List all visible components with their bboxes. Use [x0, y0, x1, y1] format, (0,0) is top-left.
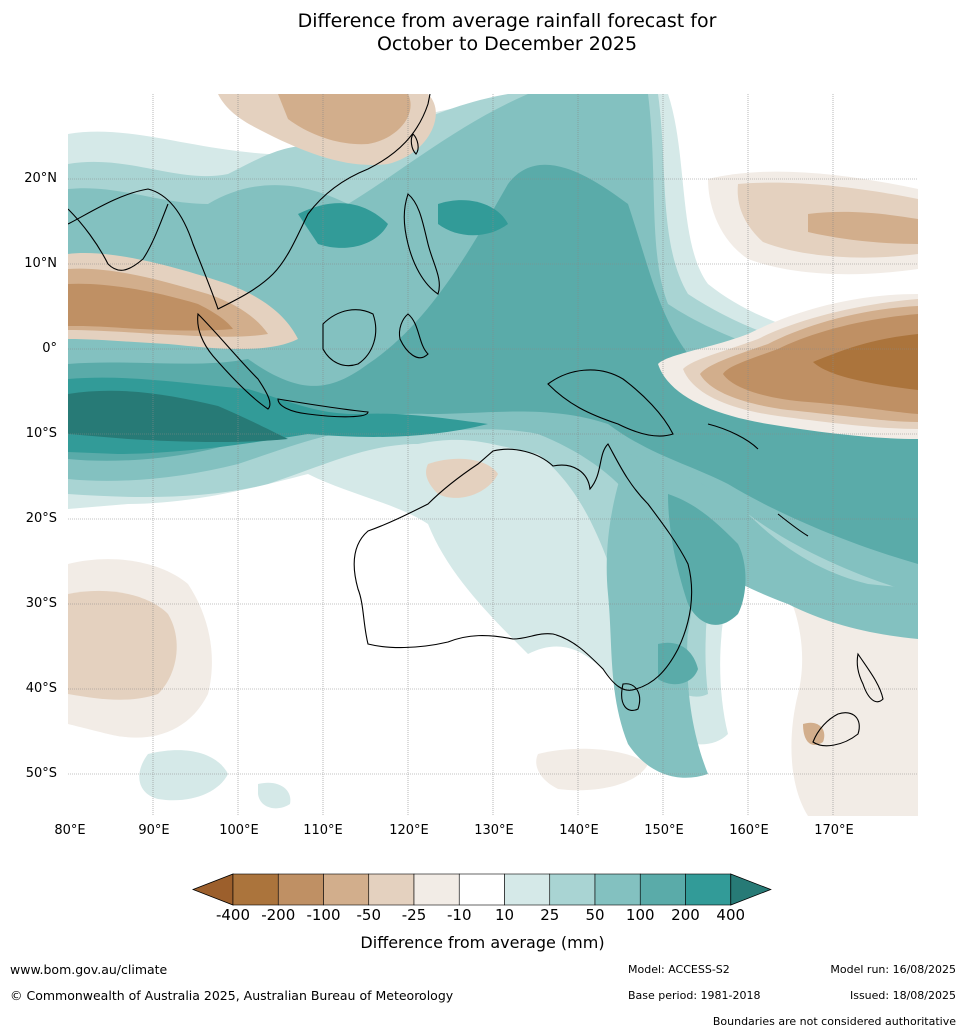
dry-nz-small — [803, 722, 825, 745]
colorbar-swatch — [232, 873, 279, 906]
dry-nw-australia — [426, 458, 498, 498]
website-link[interactable]: www.bom.gov.au/climate — [10, 962, 168, 977]
lon-label-150e: 150°E — [644, 823, 684, 838]
colorbar-swatch — [504, 873, 551, 906]
taiwan-coast — [410, 133, 419, 155]
wet-east-australia-100 — [668, 494, 746, 625]
wet-victoria-100 — [658, 642, 698, 685]
rainfall-map — [68, 94, 918, 816]
dry-china-50 — [278, 94, 411, 145]
colorbar-swatch — [639, 873, 686, 906]
colorbar-title: Difference from average (mm) — [360, 933, 605, 952]
lon-label-110e: 110°E — [303, 823, 343, 838]
new-zealand-south-coast — [812, 712, 860, 747]
dry-indian-north-100 — [68, 283, 233, 331]
lat-label-50s: 50°S — [25, 766, 57, 781]
colorbar-tick-label: -50 — [356, 906, 382, 924]
wet-south-patch-2 — [258, 782, 291, 809]
colorbar-swatch — [685, 873, 732, 906]
colorbar-tick-label: -200 — [261, 906, 296, 924]
lon-label-120e: 120°E — [389, 823, 429, 838]
new-zealand-coast — [856, 652, 884, 703]
lon-label-130e: 130°E — [474, 823, 514, 838]
new-guinea-coast — [547, 369, 674, 437]
map-svg — [68, 94, 918, 816]
colorbar-tick-label: 25 — [540, 906, 560, 924]
sumatra-coast — [197, 312, 271, 410]
colorbar-swatch — [458, 873, 505, 906]
colorbar-extend-low — [192, 873, 234, 906]
lon-label-140e: 140°E — [559, 823, 599, 838]
colorbar — [192, 873, 772, 906]
wet-region-core-400 — [68, 390, 288, 443]
colorbar-swatch — [323, 873, 370, 906]
wet-region-north-200 — [298, 203, 388, 248]
map-title: Difference from average rainfall forecas… — [0, 10, 965, 56]
colorbar-tick-label: -10 — [447, 906, 472, 924]
colorbar-tick-label: -25 — [401, 906, 427, 924]
colorbar-swatch — [549, 873, 596, 906]
colorbar-tick-label: -400 — [215, 906, 251, 924]
lat-label-20n: 20°N — [24, 171, 57, 186]
dry-pacific-200 — [813, 334, 918, 390]
solomon-islands-coast — [707, 423, 759, 450]
colorbar-swatch — [594, 873, 641, 906]
tasmania-coast — [621, 683, 641, 711]
colorbar-swatch — [368, 873, 415, 906]
colorbar-tick-label: 400 — [716, 906, 746, 924]
model-name: Model: ACCESS-S2 — [628, 963, 730, 976]
lat-label-30s: 30°S — [25, 596, 57, 611]
lon-label-90e: 90°E — [138, 823, 170, 838]
lat-label-10s: 10°S — [25, 426, 57, 441]
colorbar-swatches — [192, 873, 772, 906]
coastlines — [68, 94, 884, 747]
java-coast — [277, 398, 369, 418]
philippines-coast — [403, 193, 440, 295]
india-coast — [68, 203, 169, 271]
dry-south-patch-1 — [536, 748, 648, 791]
colorbar-tick-label: -100 — [306, 906, 341, 924]
colorbar-tick-label: 200 — [671, 906, 700, 924]
colorbar-tick-label: 50 — [585, 906, 605, 924]
dry-nw-pacific-50 — [808, 211, 918, 244]
new-caledonia-coast — [777, 513, 809, 537]
dry-tasman — [788, 589, 918, 816]
borneo-coast — [322, 309, 377, 367]
australia-coast — [353, 443, 693, 691]
asia-mainland-coast — [68, 94, 431, 310]
lat-label-10n: 10°N — [24, 256, 57, 271]
model-run-date: Model run: 16/08/2025 — [830, 963, 956, 976]
lon-label-160e: 160°E — [729, 823, 769, 838]
colorbar-swatch — [413, 873, 460, 906]
base-period: Base period: 1981-2018 — [628, 989, 761, 1002]
gridlines — [68, 94, 918, 816]
copyright-text: © Commonwealth of Australia 2025, Austra… — [10, 988, 454, 1003]
boundaries-disclaimer: Boundaries are not considered authoritat… — [712, 1015, 956, 1028]
lon-label-170e: 170°E — [814, 823, 854, 838]
dry-south-indian-25 — [68, 590, 177, 700]
title-line-1: Difference from average rainfall forecas… — [297, 10, 717, 32]
lat-label-40s: 40°S — [25, 681, 57, 696]
issued-date: Issued: 18/08/2025 — [849, 989, 956, 1002]
title-line-2: October to December 2025 — [376, 33, 638, 55]
sulawesi-coast — [398, 313, 429, 359]
colorbar-tick-label: 100 — [625, 906, 655, 924]
wet-region-philippines-200 — [438, 200, 508, 236]
colorbar-extend-high — [730, 873, 772, 906]
lon-label-80e: 80°E — [54, 823, 86, 838]
lat-label-0: 0° — [42, 341, 57, 356]
wet-south-patch-1 — [139, 750, 228, 801]
colorbar-tick-label: 10 — [494, 906, 515, 924]
lat-label-20s: 20°S — [25, 511, 57, 526]
lon-label-100e: 100°E — [219, 823, 259, 838]
colorbar-swatch — [277, 873, 324, 906]
